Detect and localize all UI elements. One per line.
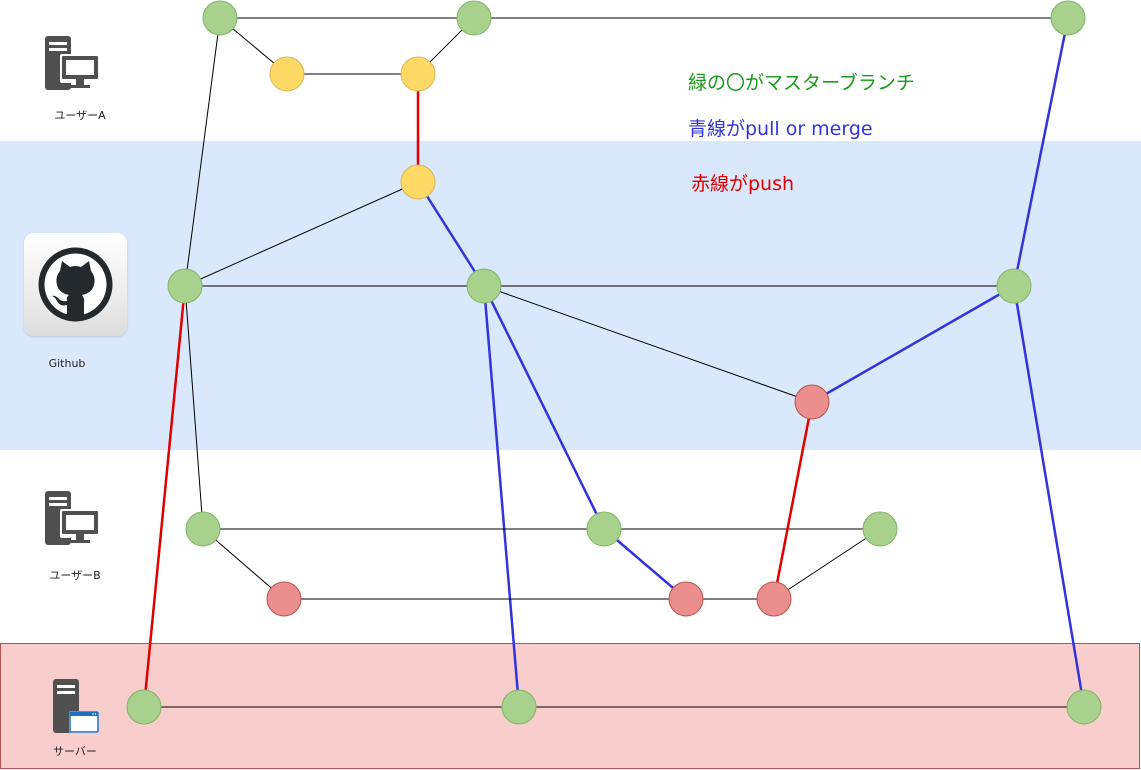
edge-blue-b2-br2 bbox=[603, 528, 687, 600]
edge-blue-gr-g3 bbox=[811, 284, 1015, 404]
commit-node-yellow-gy bbox=[400, 164, 436, 200]
commit-nodes bbox=[126, 0, 1102, 725]
edge-blue-g3-s3 bbox=[1012, 285, 1086, 708]
commit-node-red-br1 bbox=[266, 581, 302, 617]
github-tile bbox=[24, 233, 127, 336]
github-octocat-icon bbox=[38, 247, 113, 322]
legend-master: 緑の〇がマスターブランチ bbox=[688, 72, 915, 94]
server-window-icon bbox=[53, 679, 99, 733]
commit-node-green-g1 bbox=[167, 268, 203, 304]
edge-blue-g2-b2 bbox=[482, 285, 606, 530]
edge-blue-a3-g3 bbox=[1012, 17, 1070, 287]
commit-node-green-s1 bbox=[126, 689, 162, 725]
github-label: Github bbox=[48, 357, 86, 370]
edges bbox=[142, 17, 1086, 708]
edge-black-b1-br1 bbox=[202, 528, 285, 600]
user-a-label: ユーザーA bbox=[54, 109, 106, 122]
commit-node-yellow-ay1 bbox=[269, 56, 305, 92]
edge-blue-g2-s2 bbox=[482, 285, 521, 708]
commit-node-green-b2 bbox=[586, 511, 622, 547]
edge-black-gy-g1 bbox=[184, 181, 419, 287]
commit-node-red-br3 bbox=[756, 581, 792, 617]
edge-black-g1-b1 bbox=[184, 285, 204, 530]
edge-black-br3-b3 bbox=[773, 528, 881, 600]
commit-node-yellow-ay2 bbox=[400, 56, 436, 92]
legend-push: 赤線がpush bbox=[691, 173, 795, 195]
edge-blue-gy-g2 bbox=[416, 181, 486, 287]
commit-node-green-a3 bbox=[1050, 0, 1086, 36]
commit-node-green-a1 bbox=[202, 0, 238, 36]
commit-node-green-s2 bbox=[501, 689, 537, 725]
user-b-label: ユーザーB bbox=[49, 569, 101, 582]
commit-node-green-g2 bbox=[466, 268, 502, 304]
edge-black-g2-gr bbox=[483, 285, 813, 403]
commit-node-green-b3 bbox=[862, 511, 898, 547]
commit-node-green-g3 bbox=[996, 268, 1032, 304]
commit-node-green-b1 bbox=[185, 511, 221, 547]
server-desktop-icon bbox=[45, 491, 100, 545]
server-lane bbox=[0, 643, 1140, 769]
server-desktop-icon bbox=[45, 36, 100, 90]
edge-black-a1-g1 bbox=[184, 17, 221, 287]
edge-red-br3-gr bbox=[772, 401, 814, 600]
server-label: サーバー bbox=[53, 745, 97, 758]
commit-node-red-gr bbox=[794, 384, 830, 420]
commit-node-red-br2 bbox=[668, 581, 704, 617]
edge-red-g1-s1 bbox=[142, 285, 187, 708]
commit-node-green-s3 bbox=[1066, 689, 1102, 725]
legend-pull: 青線がpull or merge bbox=[688, 118, 873, 140]
commit-node-green-a2 bbox=[456, 0, 492, 36]
